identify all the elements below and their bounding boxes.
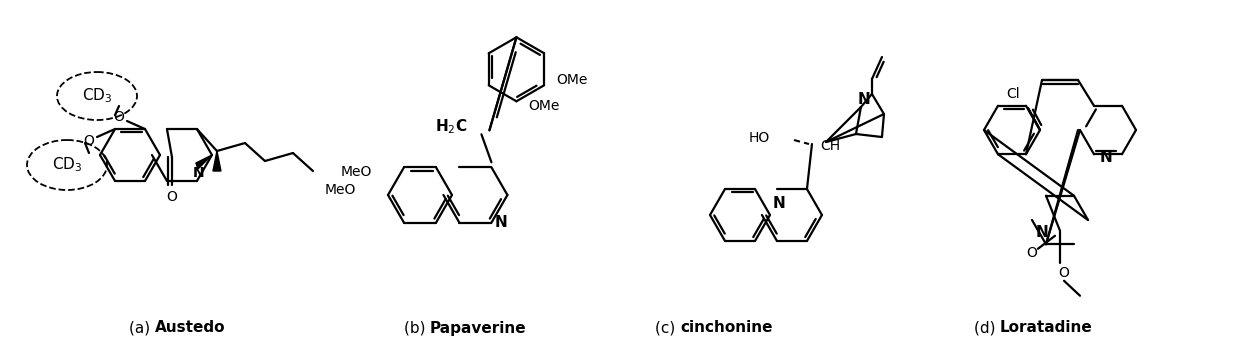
Text: N: N [193,166,204,180]
Text: N: N [773,195,786,211]
Text: N: N [857,92,870,107]
Text: (c): (c) [655,321,680,335]
Text: MeO: MeO [341,165,372,179]
Text: (a): (a) [129,321,155,335]
Text: Cl: Cl [1006,87,1020,101]
Text: N: N [1036,225,1048,240]
Text: CD$_3$: CD$_3$ [82,87,113,105]
Polygon shape [213,151,221,171]
Text: CD$_3$: CD$_3$ [52,156,82,174]
Text: O: O [1027,246,1037,260]
Text: OMe: OMe [556,73,587,87]
Text: Loratadine: Loratadine [1000,321,1093,335]
Text: O: O [1058,266,1069,280]
Text: N: N [1100,150,1113,165]
Text: cinchonine: cinchonine [680,321,772,335]
Text: H$_2$C: H$_2$C [435,117,467,136]
Text: HO: HO [748,131,769,145]
Text: Papaverine: Papaverine [430,321,527,335]
Text: CH: CH [820,139,840,153]
Text: O: O [166,190,177,204]
Text: (d): (d) [974,321,1000,335]
Polygon shape [196,155,212,169]
Text: O: O [83,134,94,148]
Text: (b): (b) [404,321,430,335]
Text: O: O [114,110,124,124]
Text: MeO: MeO [325,183,356,197]
Text: N: N [496,215,508,230]
Text: OMe: OMe [528,99,560,113]
Text: Austedo: Austedo [155,321,225,335]
